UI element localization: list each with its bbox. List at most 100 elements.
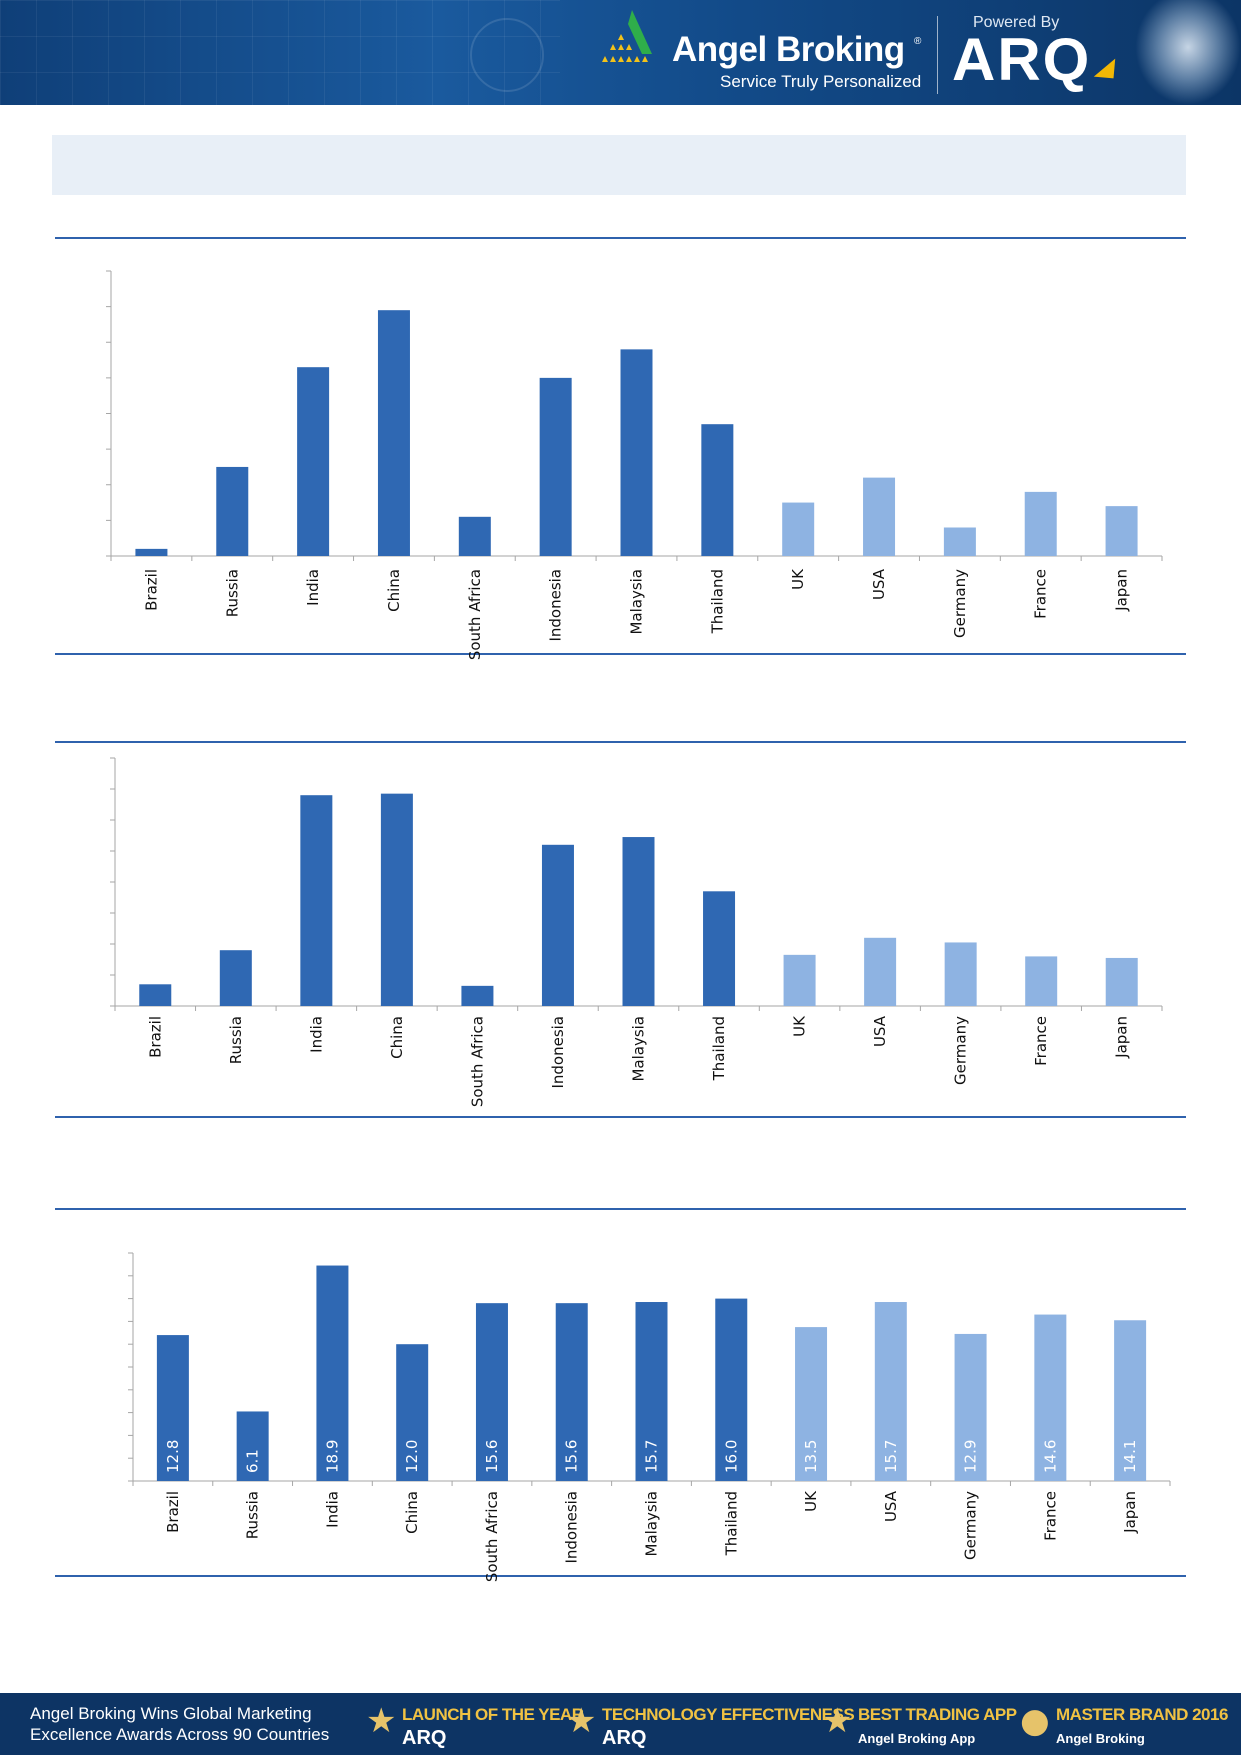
x-tick-label: India xyxy=(304,569,322,606)
x-tick-label: Brazil xyxy=(142,569,160,611)
footer-message-line1: Angel Broking Wins Global Marketing xyxy=(30,1704,312,1723)
bar-france xyxy=(1034,1314,1067,1481)
data-label: 16.0 xyxy=(722,1440,740,1473)
data-label: 18.9 xyxy=(323,1440,341,1473)
x-tick-label: Russia xyxy=(227,1016,245,1064)
bar-india xyxy=(300,795,333,1006)
x-tick-label: China xyxy=(388,1016,406,1059)
bar-thailand xyxy=(715,1298,748,1481)
bar-indonesia xyxy=(555,1303,588,1481)
footer-banner: Angel Broking Wins Global Marketing Exce… xyxy=(0,1693,1241,1755)
award-title: BEST TRADING APP xyxy=(858,1705,1017,1724)
data-label: 15.7 xyxy=(643,1440,661,1473)
bar-germany xyxy=(944,942,977,1006)
angel-broking-logo-icon xyxy=(602,10,652,62)
data-label: 12.8 xyxy=(164,1440,182,1473)
bar-japan xyxy=(1105,506,1138,556)
x-tick-label: UK xyxy=(791,1015,809,1037)
x-tick-label: Indonesia xyxy=(563,1491,581,1564)
bar-japan xyxy=(1105,957,1138,1006)
x-tick-label: Thailand xyxy=(722,1491,740,1556)
bar-india xyxy=(316,1265,349,1481)
bar-usa xyxy=(863,477,896,556)
x-tick-label: Brazil xyxy=(164,1491,182,1533)
x-tick-label: Japan xyxy=(1113,569,1131,612)
award-subtitle: Angel Broking App xyxy=(858,1731,976,1746)
bar-russia xyxy=(219,950,252,1006)
chart2-bottom-rule xyxy=(55,1116,1186,1118)
bar-indonesia xyxy=(541,844,574,1006)
chart-2: Brazil Russia India China South Africa Indone… xyxy=(110,757,1163,1107)
x-tick-label: China xyxy=(403,1491,421,1534)
bar-uk xyxy=(782,502,815,556)
award-title: TECHNOLOGY EFFECTIVENESS xyxy=(602,1705,855,1724)
globe-trophy-icon: ● xyxy=(1020,1701,1050,1741)
bar-china xyxy=(380,793,413,1006)
chart-3: Brazil 12.8 Russia 6.1 India 18.9 China 12.0 Sou… xyxy=(128,1252,1171,1582)
data-label: 15.7 xyxy=(882,1440,900,1473)
bar-south-africa xyxy=(461,985,494,1006)
award-title: LAUNCH OF THE YEAR xyxy=(402,1705,584,1724)
award-subtitle: ARQ xyxy=(402,1727,447,1749)
x-tick-label: France xyxy=(1032,1016,1050,1066)
bar-brazil xyxy=(139,984,172,1006)
trophy-star-icon: ★ xyxy=(366,1701,397,1741)
bar-malaysia xyxy=(635,1302,668,1481)
x-tick-label: India xyxy=(323,1491,341,1528)
powered-by-label: Powered By xyxy=(973,14,1060,31)
x-tick-label: Thailand xyxy=(710,1016,728,1081)
x-tick-label: Indonesia xyxy=(549,1016,567,1089)
x-tick-label: Germany xyxy=(962,1491,980,1560)
bar-south-africa xyxy=(458,516,491,556)
chart3-top-rule xyxy=(55,1208,1186,1210)
bar-france xyxy=(1025,956,1058,1006)
bar-usa xyxy=(864,937,897,1006)
x-tick-label: South Africa xyxy=(483,1491,501,1582)
x-tick-label: South Africa xyxy=(466,569,484,660)
brand-registered-mark: ® xyxy=(914,36,922,47)
data-label: 15.6 xyxy=(563,1440,581,1473)
x-tick-label: China xyxy=(385,569,403,612)
bar-thailand xyxy=(701,424,734,556)
bar-france xyxy=(1024,491,1057,556)
bar-germany xyxy=(954,1333,987,1481)
x-tick-label: France xyxy=(1032,569,1050,619)
data-label: 13.5 xyxy=(802,1440,820,1473)
trophy-star-icon: ★ xyxy=(822,1701,853,1741)
title-box xyxy=(52,135,1186,195)
bar-usa xyxy=(874,1302,907,1481)
x-tick-label: UK xyxy=(789,568,807,590)
header-divider xyxy=(937,16,938,94)
x-tick-label: USA xyxy=(870,568,888,600)
chart-1: Brazil Russia India China South Africa Indone… xyxy=(106,270,1163,660)
arq-logo: ARQ xyxy=(952,26,1092,93)
data-label: 15.6 xyxy=(483,1440,501,1473)
charts-canvas: Brazil Russia India China South Africa Indone… xyxy=(106,270,1171,1582)
bar-indonesia xyxy=(539,377,572,556)
bar-malaysia xyxy=(622,837,655,1006)
brand-tagline: Service Truly Personalized xyxy=(720,72,922,91)
bar-china xyxy=(377,310,410,556)
chart1-bottom-rule xyxy=(55,653,1186,655)
x-tick-label: USA xyxy=(882,1490,900,1522)
chart3-bottom-rule xyxy=(55,1575,1186,1577)
award-subtitle: ARQ xyxy=(602,1727,647,1749)
x-tick-label: Malaysia xyxy=(630,1016,648,1082)
chart1-top-rule xyxy=(55,237,1186,239)
x-tick-label: UK xyxy=(802,1490,820,1512)
data-label: 14.1 xyxy=(1121,1440,1139,1473)
brand-name: Angel Broking xyxy=(672,30,905,69)
x-tick-label: Russia xyxy=(244,1491,262,1539)
footer-message-line2: Excellence Awards Across 90 Countries xyxy=(30,1725,330,1744)
chart2-top-rule xyxy=(55,741,1186,743)
x-tick-label: Brazil xyxy=(146,1016,164,1058)
bar-south-africa xyxy=(475,1303,508,1481)
x-tick-label: Japan xyxy=(1121,1491,1139,1534)
bar-china xyxy=(396,1344,429,1481)
x-tick-label: USA xyxy=(871,1015,889,1047)
bar-brazil xyxy=(135,548,168,556)
x-tick-label: Germany xyxy=(952,1016,970,1085)
x-tick-label: France xyxy=(1041,1491,1059,1541)
header-banner: Angel Broking ® Service Truly Personaliz… xyxy=(0,0,1241,105)
data-label: 12.0 xyxy=(403,1440,421,1473)
